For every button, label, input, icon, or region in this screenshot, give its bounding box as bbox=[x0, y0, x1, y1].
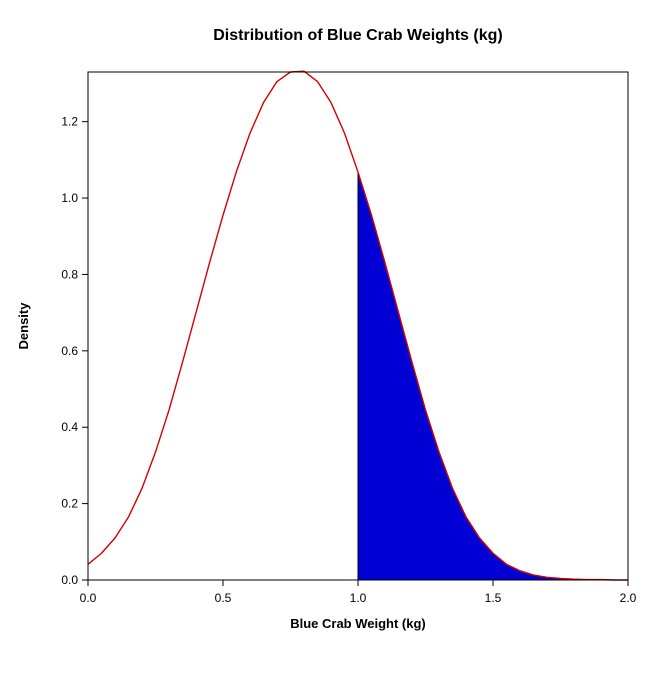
x-tick-label: 2.0 bbox=[620, 591, 637, 605]
y-tick-label: 1.0 bbox=[61, 191, 78, 205]
y-tick-label: 0.6 bbox=[61, 344, 78, 358]
y-tick-label: 0.0 bbox=[61, 573, 78, 587]
chart-container: 0.0 0.5 1.0 1.5 2.0 0.0 0.2 0.4 0.6 0.8 1.0 1.2 Blue… bbox=[0, 0, 672, 671]
y-tick-label: 1.2 bbox=[61, 115, 78, 129]
y-tick-label: 0.8 bbox=[61, 267, 78, 281]
x-axis-label: Blue Crab Weight (kg) bbox=[290, 616, 426, 631]
y-tick-label: 0.4 bbox=[61, 420, 78, 434]
x-tick-label: 0.0 bbox=[80, 591, 97, 605]
y-tick-label: 0.2 bbox=[61, 497, 78, 511]
x-tick-label: 0.5 bbox=[215, 591, 232, 605]
x-tick-label: 1.5 bbox=[485, 591, 502, 605]
density-chart: 0.0 0.5 1.0 1.5 2.0 0.0 0.2 0.4 0.6 0.8 1.0 1.2 Blue… bbox=[0, 0, 672, 671]
chart-title: Distribution of Blue Crab Weights (kg) bbox=[213, 27, 502, 44]
plot-background bbox=[0, 0, 672, 671]
y-axis-label: Density bbox=[16, 302, 31, 350]
x-tick-label: 1.0 bbox=[350, 591, 367, 605]
